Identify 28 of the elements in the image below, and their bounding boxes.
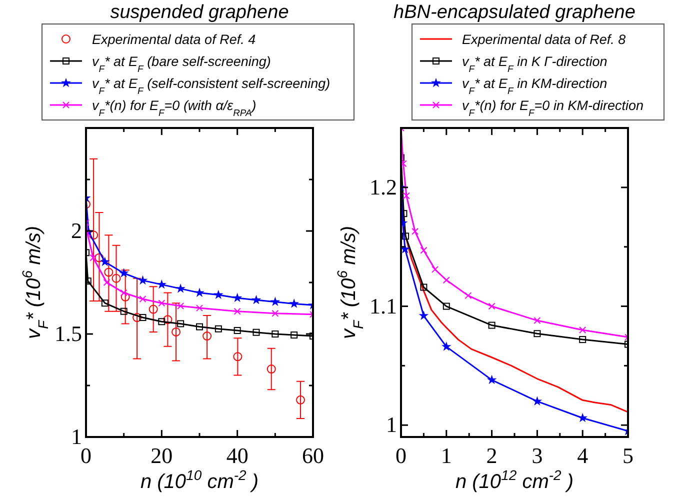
- legend-label: v$_{F}$*(n) for E$_{F}$=0 in KM-direction: [462, 98, 644, 118]
- legend-label: v$_{F}$* at E$_{F}$ (bare self-screening): [92, 54, 271, 74]
- y-tick-label: 1: [71, 424, 82, 449]
- chart-title: suspended graphene: [110, 2, 289, 23]
- legend-label: Experimental data of Ref. 4: [92, 32, 256, 47]
- x-tick-label: 4: [577, 443, 588, 468]
- legend-label: v$_{F}$* at E$_{F}$ in K Γ-direction: [462, 54, 608, 74]
- x-axis-title: n (10$^{12}$ cm$^{-2}$ ): [455, 467, 574, 493]
- legend-label: v$_{F}$* at E$_{F}$ in KM-direction: [462, 76, 608, 96]
- y-tick-label: 1: [386, 412, 397, 438]
- x-tick-label: 1: [440, 443, 452, 468]
- legend-label: v$_{F}$* at E$_{F}$ (self-consistent self-screening): [92, 76, 330, 96]
- y-tick-label: 1.2: [370, 174, 397, 200]
- x-tick-label: 5: [622, 443, 634, 468]
- legend-label: v$_{F}$*(n) for E$_{F}$=0 (with α/ε$_{RPA}$): [92, 98, 256, 118]
- x-tick-label: 20: [150, 443, 173, 468]
- x-axis-title: n (10$^{10}$ cm$^{-2}$ ): [140, 467, 259, 493]
- x-tick-label: 3: [532, 443, 543, 468]
- chart-title: hBN-encapsulated graphene: [394, 2, 636, 23]
- y-tick-label: 2: [71, 218, 82, 243]
- legend-label: Experimental data of Ref. 8: [462, 32, 626, 47]
- x-tick-label: 2: [486, 443, 498, 468]
- x-tick-label: 0: [80, 443, 92, 468]
- y-tick-label: 1.5: [54, 321, 82, 346]
- x-tick-label: 40: [226, 443, 248, 468]
- x-tick-label: 0: [396, 443, 406, 468]
- y-tick-label: 1.1: [370, 293, 397, 318]
- x-tick-label: 60: [302, 443, 324, 468]
